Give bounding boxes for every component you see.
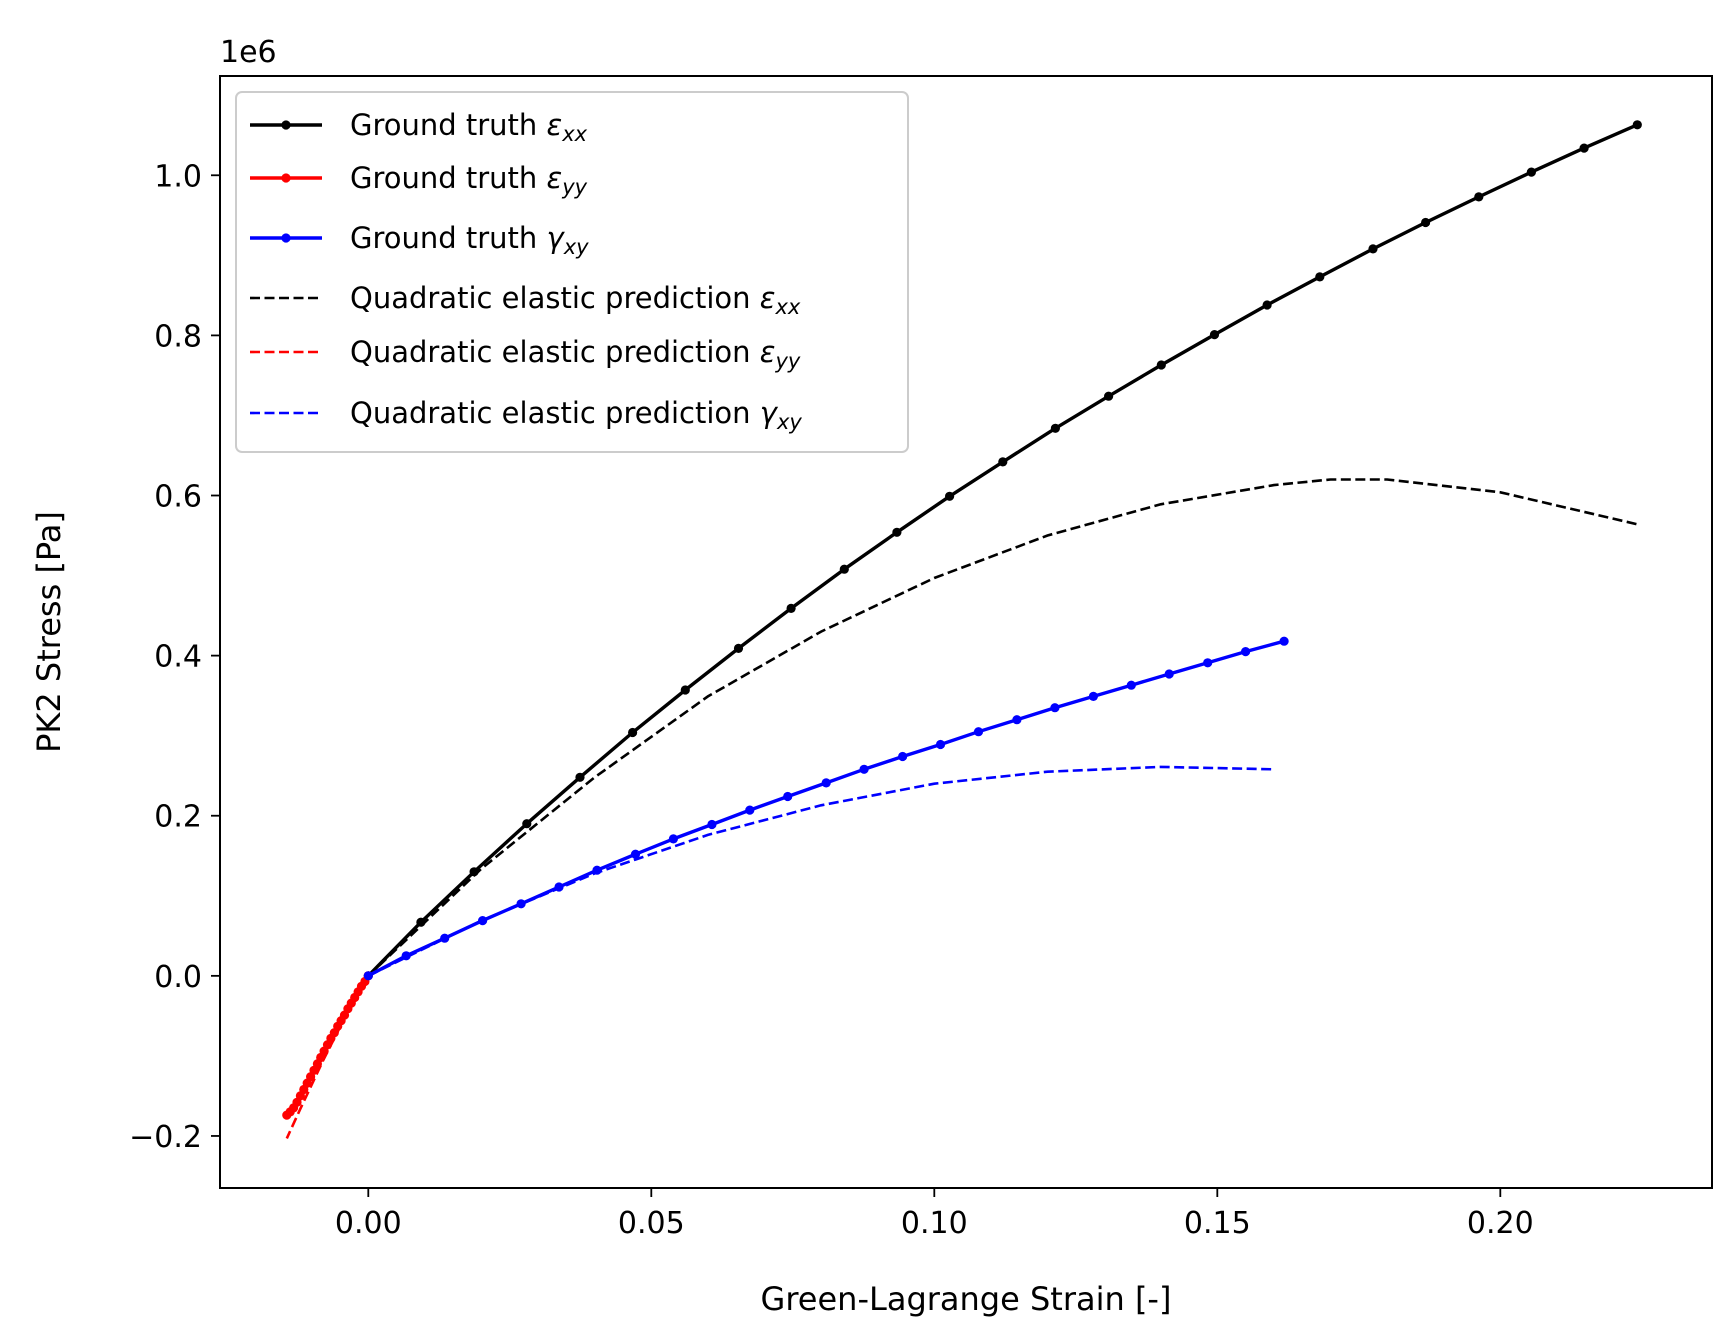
series-0-point <box>1104 391 1114 401</box>
series-0-point <box>1368 244 1378 254</box>
series-2-point <box>1126 680 1136 690</box>
legend-box <box>235 91 909 453</box>
x-tick-label: 0.05 <box>618 1206 685 1241</box>
series-1-point <box>282 1110 292 1120</box>
series-0-point <box>1579 143 1589 153</box>
series-2-point <box>1279 636 1289 646</box>
series-2-point <box>783 791 793 802</box>
series-0-point <box>733 643 744 654</box>
y-tick-label: 1.0 <box>154 159 202 194</box>
series-0-point <box>1050 423 1060 433</box>
series-3 <box>367 478 1638 977</box>
legend-item: Quadratic elastic prediction εxx <box>250 281 801 319</box>
x-tick-label: 0.10 <box>901 1206 968 1241</box>
legend-item: Quadratic elastic prediction γxy <box>250 396 802 434</box>
series-0-point <box>1262 300 1272 310</box>
series-2-point <box>554 882 564 892</box>
y-axis-label: PK2 Stress [Pa] <box>30 511 68 753</box>
legend-label: Ground truth εxx <box>350 108 588 146</box>
series-0-point <box>1632 120 1642 130</box>
series-2-point <box>363 971 373 981</box>
series-2-point <box>935 739 946 750</box>
series-0-point <box>680 685 690 695</box>
series-0 <box>363 120 1642 981</box>
series-2 <box>363 636 1289 981</box>
x-tick-label: 0.00 <box>335 1206 402 1241</box>
series-0-point <box>1421 217 1431 228</box>
legend-marker <box>281 120 291 130</box>
legend-label: Quadratic elastic prediction εyy <box>350 335 801 373</box>
legend-label: Ground truth εyy <box>350 161 588 199</box>
series-0-point <box>416 917 426 927</box>
y-tick-label: 0.4 <box>154 640 202 675</box>
legend-item: Ground truth εyy <box>250 161 588 199</box>
legend-item: Quadratic elastic prediction εyy <box>250 335 801 373</box>
series-2-point <box>668 834 679 844</box>
y-tick-label: 0.6 <box>154 480 202 515</box>
plot-area <box>282 120 1642 1139</box>
y-tick-label: 0.2 <box>154 800 202 835</box>
series-0-point <box>1526 167 1536 177</box>
y-offset-label: 1e6 <box>220 35 277 70</box>
series-2-point <box>707 819 717 830</box>
series-2-point <box>1241 647 1251 657</box>
series-2-point <box>440 933 450 943</box>
series-0-point <box>892 527 902 537</box>
series-0-point <box>839 564 849 574</box>
series-2-point <box>898 751 908 762</box>
series-0-point <box>998 457 1008 467</box>
series-0-point <box>1209 330 1220 340</box>
series-2-point <box>401 951 411 961</box>
y-tick-label: −0.2 <box>129 1120 202 1155</box>
legend-label: Ground truth γxy <box>350 221 589 259</box>
legend-label: Quadratic elastic prediction εxx <box>350 281 801 319</box>
y-tick-label: 0.8 <box>154 319 202 354</box>
series-2-point <box>745 805 755 815</box>
series-0-point <box>575 772 585 782</box>
series-2-point <box>592 865 602 875</box>
series-0-point <box>469 867 479 877</box>
series-0-point <box>945 491 955 501</box>
series-0-point <box>628 727 638 738</box>
x-tick-label: 0.20 <box>1467 1206 1534 1241</box>
series-2-point <box>821 778 831 788</box>
series-2-point <box>859 764 869 774</box>
axis-ticks: 0.00 0.05 0.10 0.15 0.20 −0.2 0.0 0.2 0.4 0.6 0.8 1… <box>129 159 1534 1241</box>
legend-label: Quadratic elastic prediction γxy <box>350 396 802 434</box>
series-2-point <box>973 727 984 737</box>
series-2-point <box>630 849 641 859</box>
series-2-point <box>1050 703 1060 713</box>
series-0-point <box>1474 192 1484 202</box>
series-0-point <box>1156 360 1166 370</box>
series-2-point <box>516 899 526 909</box>
series-2-point <box>1164 669 1174 679</box>
legend-item: Ground truth εxx <box>250 108 588 146</box>
series-0-point <box>786 603 796 614</box>
legend-marker <box>281 173 291 183</box>
series-2-point <box>1012 715 1022 725</box>
series-3-line <box>367 478 1638 977</box>
x-tick-label: 0.15 <box>1184 1206 1251 1241</box>
series-2-point <box>1088 691 1098 702</box>
legend: Ground truth εxx Ground truth εyy Ground t… <box>235 91 909 453</box>
x-axis-label: Green-Lagrange Strain [-] <box>761 1280 1172 1318</box>
series-2-point <box>1203 658 1213 668</box>
series-0-point <box>522 819 532 829</box>
series-2-point <box>478 916 488 926</box>
legend-marker <box>281 233 291 243</box>
series-0-point <box>1315 272 1325 282</box>
series-1 <box>282 971 373 1120</box>
axes-frame <box>219 75 1713 1189</box>
legend-item: Ground truth γxy <box>250 221 589 259</box>
y-tick-label: 0.0 <box>154 960 202 995</box>
